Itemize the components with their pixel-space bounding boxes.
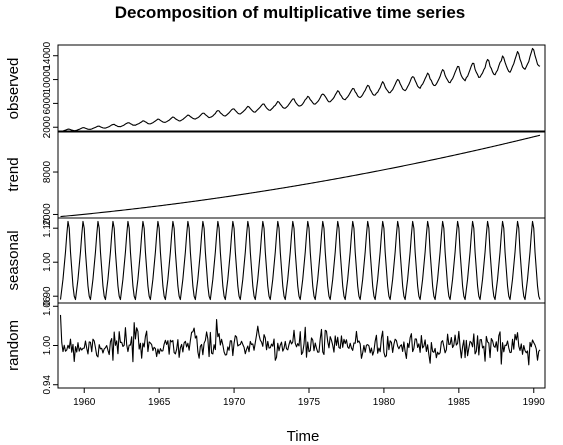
panels-group: observed200060001000014000trend20008000s… bbox=[5, 41, 546, 395]
y-axis-label-seasonal: seasonal bbox=[5, 230, 22, 290]
panel-seasonal: seasonal 0.90 1.00 1.10 bbox=[5, 217, 546, 306]
y-tick-label-observed-3: 14000 bbox=[42, 41, 53, 69]
chart-title: Decomposition of multiplicative time ser… bbox=[115, 3, 465, 22]
x-tick-label-1970: 1970 bbox=[223, 397, 246, 408]
panel-random: random 0.94 1.00 1.06 bbox=[5, 296, 546, 395]
y-tick-label-seasonal-0: 0.90 bbox=[42, 286, 53, 306]
series-line-trend bbox=[60, 134, 541, 218]
series-line-seasonal bbox=[59, 220, 541, 301]
panel-frame-trend bbox=[57, 130, 546, 219]
y-tick-label-observed-1: 6000 bbox=[42, 92, 53, 115]
x-tick-label-1975: 1975 bbox=[298, 397, 321, 408]
x-tick-label-1980: 1980 bbox=[373, 397, 396, 408]
panel-trend: trend 2000 8000 bbox=[5, 130, 546, 226]
x-tick-label-1990: 1990 bbox=[523, 397, 546, 408]
panel-frame-observed bbox=[57, 44, 546, 133]
y-axis-label-observed: observed bbox=[5, 58, 22, 120]
x-axis: 1960 1965 1970 1975 1980 1985 1990 bbox=[73, 388, 545, 408]
y-tick-label-trend-0: 2000 bbox=[42, 203, 53, 226]
y-tick-label-random-2: 1.06 bbox=[42, 296, 53, 316]
y-axis-label-trend: trend bbox=[5, 157, 22, 191]
y-tick-label-seasonal-1: 1.00 bbox=[42, 252, 53, 272]
y-axis-label-random: random bbox=[5, 320, 22, 371]
y-tick-label-random-1: 1.00 bbox=[42, 335, 53, 355]
x-tick-label-1960: 1960 bbox=[73, 397, 96, 408]
y-tick-label-trend-1: 8000 bbox=[42, 160, 53, 183]
series-line-observed bbox=[60, 47, 541, 133]
y-tick-label-observed-2: 10000 bbox=[42, 65, 53, 93]
x-tick-label-1965: 1965 bbox=[148, 397, 171, 408]
series-line-random bbox=[59, 314, 541, 366]
y-tick-label-observed-0: 2000 bbox=[42, 116, 53, 139]
y-tick-label-seasonal-2: 1.10 bbox=[42, 218, 53, 238]
x-tick-label-1985: 1985 bbox=[448, 397, 471, 408]
x-axis-label: Time bbox=[287, 428, 320, 445]
y-tick-label-random-0: 0.94 bbox=[42, 375, 53, 395]
